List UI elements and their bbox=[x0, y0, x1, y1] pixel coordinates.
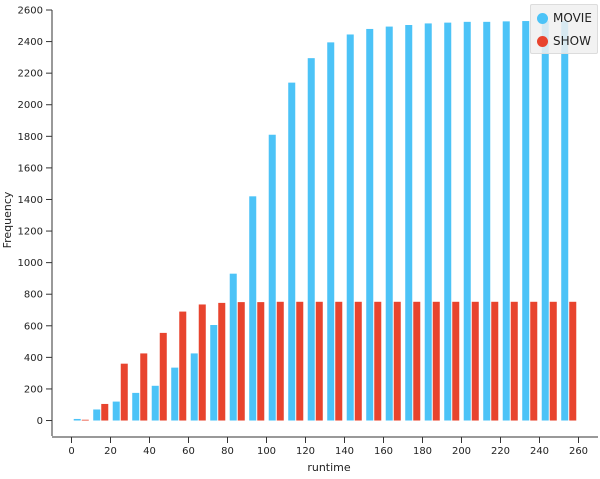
bar-movie-35 bbox=[132, 392, 140, 421]
x-tick-label: 160 bbox=[374, 446, 393, 457]
bar-movie-105 bbox=[268, 134, 276, 421]
legend[interactable]: MOVIE SHOW bbox=[530, 4, 598, 54]
bar-show-5 bbox=[81, 419, 89, 421]
bar-movie-225 bbox=[502, 21, 510, 421]
y-tick-label: 0 bbox=[37, 416, 43, 427]
bar-show-205 bbox=[471, 301, 479, 421]
bar-movie-135 bbox=[327, 42, 335, 421]
x-tick-label: 100 bbox=[257, 446, 276, 457]
x-axis-label: runtime bbox=[307, 461, 351, 474]
y-tick-label: 1200 bbox=[18, 227, 43, 238]
legend-label-movie: MOVIE bbox=[553, 11, 592, 25]
y-tick-label: 1000 bbox=[18, 258, 43, 269]
y-tick-label: 1600 bbox=[18, 163, 43, 174]
y-tick-label: 600 bbox=[24, 321, 43, 332]
bar-show-215 bbox=[491, 301, 499, 421]
bar-movie-5 bbox=[73, 418, 81, 421]
legend-item-movie[interactable]: MOVIE bbox=[531, 8, 597, 28]
bar-show-185 bbox=[432, 301, 440, 421]
bar-movie-255 bbox=[561, 21, 569, 421]
bar-movie-185 bbox=[424, 23, 432, 421]
bar-show-125 bbox=[315, 301, 323, 421]
x-tick-label: 20 bbox=[104, 446, 117, 457]
bar-movie-235 bbox=[522, 21, 530, 421]
y-axis: 0 200 400 600 800 1000 1200 1400 1600 1800 2000 220… bbox=[18, 6, 53, 436]
x-tick-label: 120 bbox=[296, 446, 315, 457]
x-tick-label: 200 bbox=[452, 446, 471, 457]
legend-marker-show bbox=[537, 35, 548, 47]
x-tick-label: 220 bbox=[491, 446, 510, 457]
x-tick-label: 240 bbox=[530, 446, 549, 457]
bar-show-85 bbox=[237, 302, 245, 421]
bar-movie-245 bbox=[541, 21, 549, 421]
bar-movie-55 bbox=[171, 367, 179, 421]
bar-movie-125 bbox=[307, 58, 315, 421]
bar-show-95 bbox=[257, 302, 265, 421]
legend-item-show[interactable]: SHOW bbox=[531, 31, 597, 51]
y-tick-label: 2600 bbox=[18, 6, 43, 17]
bar-movie-165 bbox=[385, 26, 393, 421]
bar-show-175 bbox=[413, 301, 421, 421]
bar-movie-205 bbox=[463, 21, 471, 421]
bar-show-35 bbox=[140, 353, 148, 421]
bar-show-65 bbox=[198, 304, 206, 421]
bar-show-55 bbox=[179, 311, 187, 421]
bar-show-145 bbox=[354, 301, 362, 421]
y-tick-label: 2200 bbox=[18, 69, 43, 80]
bar-show-225 bbox=[510, 301, 518, 421]
bar-movie-215 bbox=[483, 21, 491, 421]
legend-marker-movie bbox=[537, 12, 548, 24]
x-tick-label: 140 bbox=[335, 446, 354, 457]
y-axis-label: Frequency bbox=[1, 191, 14, 248]
bar-show-245 bbox=[549, 301, 557, 421]
y-tick-label: 400 bbox=[24, 353, 43, 364]
bar-show-165 bbox=[393, 301, 401, 421]
bar-show-255 bbox=[569, 301, 577, 421]
bars-layer bbox=[73, 21, 577, 421]
y-tick-label: 2000 bbox=[18, 100, 43, 111]
bar-movie-175 bbox=[405, 25, 413, 421]
bar-movie-95 bbox=[249, 196, 257, 421]
bar-movie-75 bbox=[210, 325, 218, 421]
y-tick-label: 800 bbox=[24, 290, 43, 301]
x-tick-label: 40 bbox=[143, 446, 156, 457]
bar-show-135 bbox=[335, 301, 343, 421]
bar-movie-115 bbox=[288, 82, 296, 421]
bar-show-235 bbox=[530, 301, 538, 421]
bar-show-25 bbox=[120, 363, 128, 421]
y-tick-label: 200 bbox=[24, 384, 43, 395]
bar-show-15 bbox=[101, 403, 109, 421]
bar-show-75 bbox=[218, 302, 226, 421]
x-axis: 0 20 40 60 80 100 120 140 160 180 200 220 240 260 bbox=[52, 436, 598, 457]
bar-movie-65 bbox=[190, 353, 198, 421]
legend-label-show: SHOW bbox=[553, 34, 591, 48]
y-tick-label: 2400 bbox=[18, 37, 43, 48]
bar-movie-45 bbox=[151, 385, 159, 421]
bar-movie-155 bbox=[366, 28, 374, 421]
bar-movie-145 bbox=[346, 34, 354, 421]
y-tick-label: 1400 bbox=[18, 195, 43, 206]
x-tick-label: 80 bbox=[221, 446, 234, 457]
bar-movie-195 bbox=[444, 22, 452, 421]
bar-show-45 bbox=[159, 332, 167, 421]
bar-show-115 bbox=[296, 301, 304, 421]
bar-movie-85 bbox=[229, 273, 237, 421]
bar-movie-25 bbox=[112, 401, 120, 421]
x-tick-label: 60 bbox=[182, 446, 195, 457]
x-tick-label: 180 bbox=[413, 446, 432, 457]
x-tick-label: 0 bbox=[68, 446, 74, 457]
bar-show-195 bbox=[452, 301, 460, 421]
y-tick-label: 1800 bbox=[18, 132, 43, 143]
bar-show-105 bbox=[276, 301, 284, 421]
bar-movie-15 bbox=[93, 409, 101, 421]
bar-show-155 bbox=[374, 301, 382, 421]
x-tick-label: 260 bbox=[569, 446, 588, 457]
